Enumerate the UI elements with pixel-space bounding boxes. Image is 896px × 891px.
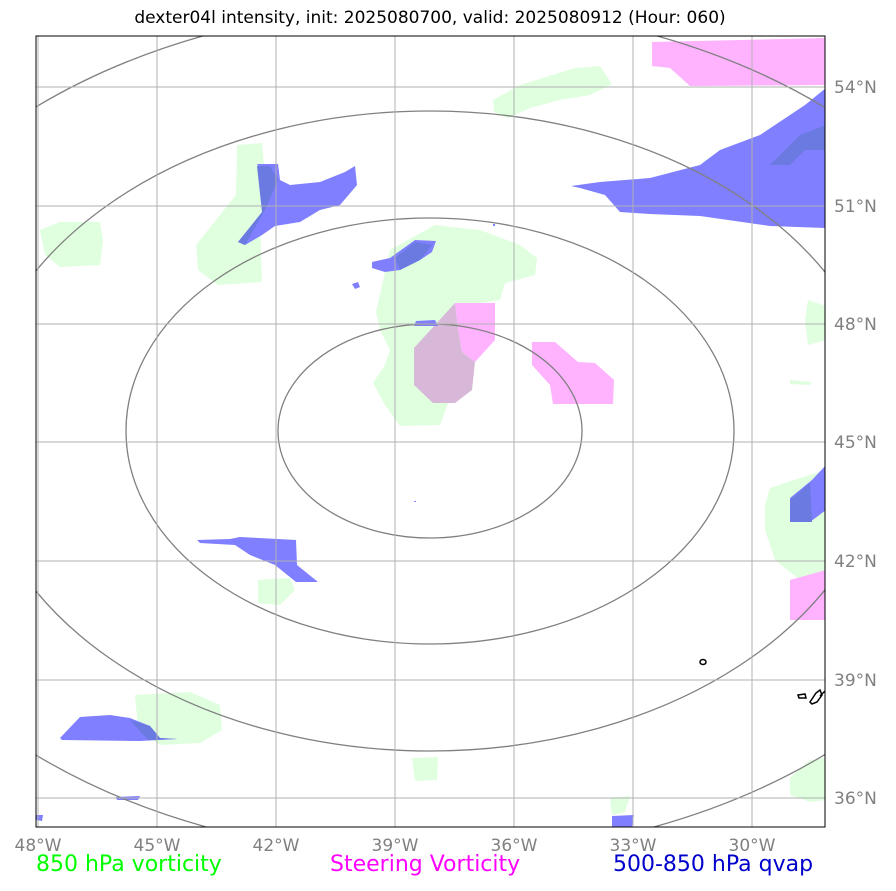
lat-label: 39°N <box>834 671 877 691</box>
legend-steering-vorticity: Steering Vorticity <box>330 852 521 877</box>
lon-label: 30°W <box>729 836 776 856</box>
lat-label: 36°N <box>834 789 877 809</box>
coastlines <box>699 658 825 705</box>
lon-label: 33°W <box>610 836 657 856</box>
legend-850-vorticity: 850 hPa vorticity <box>36 852 222 877</box>
longitude-labels: 48°W 45°W 42°W 39°W 36°W 33°W 30°W <box>15 836 776 856</box>
lat-label: 45°N <box>834 433 877 453</box>
lon-label: 45°W <box>134 836 181 856</box>
lon-label: 42°W <box>253 836 300 856</box>
steering-vorticity-overlap <box>414 303 475 403</box>
steering-vorticity-shading <box>455 38 825 620</box>
lon-label: 39°W <box>372 836 419 856</box>
latitude-labels: 54°N 51°N 48°N 45°N 42°N 39°N 36°N <box>834 78 877 809</box>
lat-label: 54°N <box>834 78 877 98</box>
map-frame <box>35 35 826 828</box>
lat-label: 42°N <box>834 552 877 572</box>
lat-label: 48°N <box>834 315 877 335</box>
qvap-overlap-shading <box>130 125 825 740</box>
gridlines <box>36 36 825 827</box>
field-layers <box>36 36 825 827</box>
lon-label: 48°W <box>15 836 62 856</box>
map-title: dexter04l intensity, init: 2025080700, v… <box>134 8 726 28</box>
legend-qvap: 500-850 hPa qvap <box>613 852 814 877</box>
lat-label: 51°N <box>834 197 877 217</box>
lon-label: 36°W <box>491 836 538 856</box>
